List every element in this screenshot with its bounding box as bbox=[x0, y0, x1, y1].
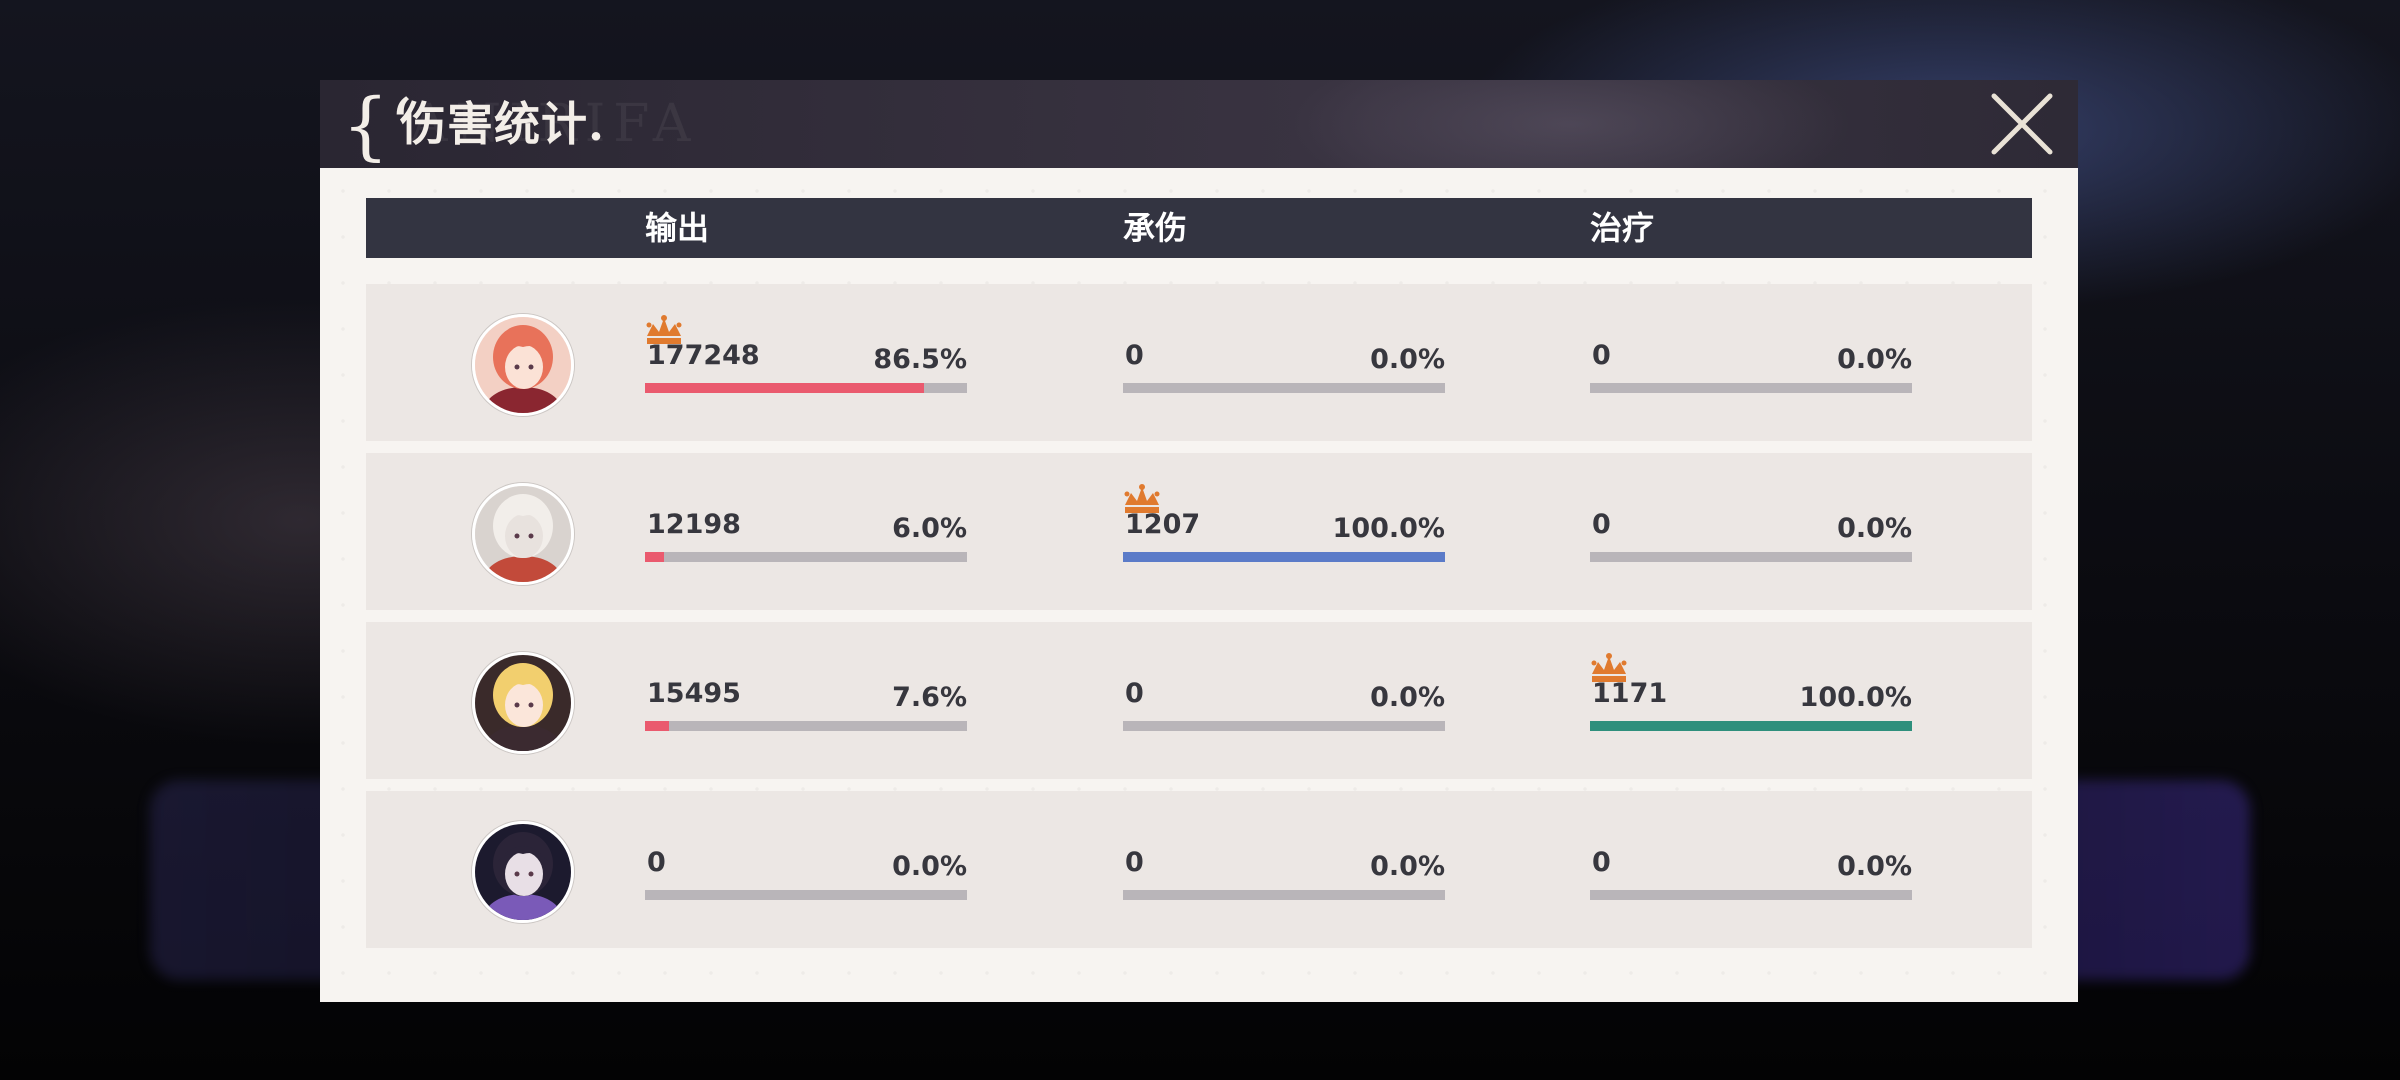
table-row: 12198 6.0% 1207 100.0% 0 0.0% bbox=[366, 453, 2032, 610]
stat-value: 0 bbox=[1125, 678, 1144, 709]
damage-stats-modal: ANIRIFA {ʻ 伤害统计. 输出 承伤 治疗 177248 86.5% 0 0.… bbox=[320, 80, 2078, 1002]
close-icon bbox=[1991, 93, 2053, 155]
column-header-output: 输出 bbox=[645, 209, 710, 247]
progress-bar-fill bbox=[645, 552, 665, 562]
stat-percent: 0.0% bbox=[892, 851, 967, 882]
crown-icon bbox=[645, 314, 683, 346]
stat-value: 1171 bbox=[1592, 678, 1668, 709]
avatar[interactable] bbox=[472, 314, 574, 416]
stat-percent: 6.0% bbox=[892, 513, 967, 544]
stat-output: 0 0.0% bbox=[645, 791, 967, 948]
progress-bar bbox=[1590, 890, 1912, 900]
stat-value: 0 bbox=[1592, 847, 1611, 878]
progress-bar bbox=[1123, 383, 1445, 393]
progress-bar bbox=[1590, 383, 1912, 393]
table-row: 177248 86.5% 0 0.0% 0 0.0% bbox=[366, 284, 2032, 441]
stat-damage-taken: 1207 100.0% bbox=[1123, 453, 1445, 610]
column-header-bar: 输出 承伤 治疗 bbox=[366, 198, 2032, 258]
avatar[interactable] bbox=[472, 483, 574, 585]
stat-value: 0 bbox=[1125, 847, 1144, 878]
stat-damage-taken: 0 0.0% bbox=[1123, 622, 1445, 779]
progress-bar bbox=[645, 890, 967, 900]
modal-header: ANIRIFA {ʻ 伤害统计. bbox=[320, 80, 2078, 169]
avatar[interactable] bbox=[472, 821, 574, 923]
column-header-damage-taken: 承伤 bbox=[1123, 209, 1188, 247]
crown-icon bbox=[1123, 483, 1161, 515]
stat-percent: 0.0% bbox=[1837, 513, 1912, 544]
stat-value: 0 bbox=[647, 847, 666, 878]
stat-value: 0 bbox=[1592, 340, 1611, 371]
stat-value: 177248 bbox=[647, 340, 760, 371]
stat-percent: 0.0% bbox=[1837, 344, 1912, 375]
stat-percent: 0.0% bbox=[1370, 344, 1445, 375]
progress-bar bbox=[645, 383, 967, 393]
stat-percent: 100.0% bbox=[1799, 682, 1912, 713]
progress-bar-fill bbox=[645, 383, 924, 393]
progress-bar-fill bbox=[645, 721, 670, 731]
stat-damage-taken: 0 0.0% bbox=[1123, 791, 1445, 948]
progress-bar bbox=[645, 552, 967, 562]
progress-bar bbox=[1590, 552, 1912, 562]
stat-damage-taken: 0 0.0% bbox=[1123, 284, 1445, 441]
progress-bar bbox=[1123, 552, 1445, 562]
table-row: 15495 7.6% 0 0.0% 1171 100.0% bbox=[366, 622, 2032, 779]
progress-bar bbox=[645, 721, 967, 731]
stat-output: 177248 86.5% bbox=[645, 284, 967, 441]
stat-percent: 0.0% bbox=[1837, 851, 1912, 882]
progress-bar bbox=[1590, 721, 1912, 731]
stat-value: 0 bbox=[1125, 340, 1144, 371]
progress-bar-fill bbox=[1123, 552, 1445, 562]
modal-body: 输出 承伤 治疗 177248 86.5% 0 0.0% 0 0.0% 12198 6.0% 1… bbox=[320, 168, 2078, 1002]
progress-bar bbox=[1123, 721, 1445, 731]
stat-percent: 86.5% bbox=[873, 344, 967, 375]
stat-output: 15495 7.6% bbox=[645, 622, 967, 779]
close-button[interactable] bbox=[1986, 88, 2058, 160]
stat-value: 1207 bbox=[1125, 509, 1201, 540]
progress-bar-fill bbox=[1590, 721, 1912, 731]
stat-healing: 0 0.0% bbox=[1590, 791, 1912, 948]
table-row: 0 0.0% 0 0.0% 0 0.0% bbox=[366, 791, 2032, 948]
page-title: 伤害统计. bbox=[400, 97, 606, 151]
stat-percent: 0.0% bbox=[1370, 851, 1445, 882]
column-header-healing: 治疗 bbox=[1590, 209, 1655, 247]
stat-value: 15495 bbox=[647, 678, 741, 709]
stat-output: 12198 6.0% bbox=[645, 453, 967, 610]
avatar[interactable] bbox=[472, 652, 574, 754]
stat-healing: 1171 100.0% bbox=[1590, 622, 1912, 779]
stat-percent: 100.0% bbox=[1332, 513, 1445, 544]
stat-value: 12198 bbox=[647, 509, 741, 540]
stat-value: 0 bbox=[1592, 509, 1611, 540]
crown-icon bbox=[1590, 652, 1628, 684]
progress-bar bbox=[1123, 890, 1445, 900]
stat-percent: 0.0% bbox=[1370, 682, 1445, 713]
stat-healing: 0 0.0% bbox=[1590, 284, 1912, 441]
title-brace: {ʻ bbox=[342, 83, 413, 169]
stat-percent: 7.6% bbox=[892, 682, 967, 713]
stat-healing: 0 0.0% bbox=[1590, 453, 1912, 610]
header-ornament: ANIRIFA bbox=[410, 94, 699, 154]
